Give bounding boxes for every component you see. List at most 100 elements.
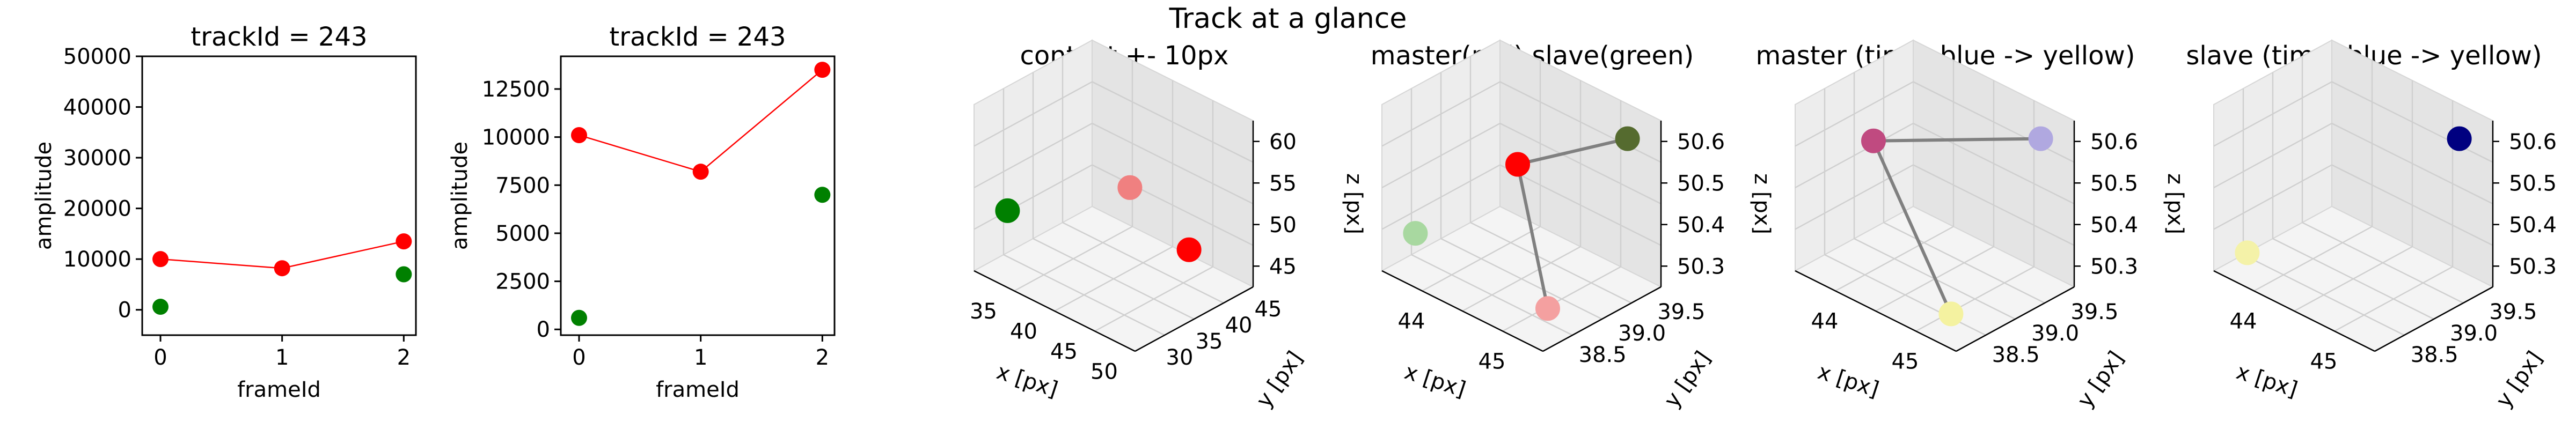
x-axis-label: frameId (656, 378, 740, 402)
y-tick-label: 39.5 (1657, 300, 1705, 324)
grid-line (1440, 238, 1602, 320)
z-tick-label: 55 (1269, 171, 1297, 196)
z-tick-label: 50.3 (1677, 254, 1725, 279)
y-tick-label: 39.5 (2489, 300, 2537, 324)
z-tick-label: 50.6 (1677, 130, 1725, 154)
x-tick-label: 44 (2230, 309, 2257, 334)
x-axis-label: x [px] (1401, 359, 1468, 402)
grid-line (1883, 221, 2045, 304)
y-axis-label: y [px] (1659, 347, 1716, 412)
x-tick-label: 1 (694, 345, 707, 370)
x-tick-label: 45 (1479, 350, 1506, 374)
x-axis-line (974, 270, 1136, 352)
grid-line (1381, 122, 1501, 189)
x-axis-label: x [px] (1814, 359, 1882, 402)
y-tick-label: 39.0 (2450, 321, 2498, 346)
panel-1: trackId = 243 0 1 2 0 10000 20000 30000 40000 500… (32, 22, 417, 402)
grid-line (974, 122, 1093, 189)
y-tick-label: 39.5 (2070, 300, 2118, 324)
y-tick-label: 50000 (63, 45, 131, 69)
y-tick-label: 30 (1166, 345, 1194, 370)
x-tick-label: 44 (1811, 309, 1839, 334)
z-tick-label: 50.6 (2090, 130, 2138, 154)
grid-line (1915, 266, 2035, 332)
panel-5: master (time: blue -> yellow)50.350.450.… (1756, 39, 2187, 412)
x-axis-line (1795, 270, 1957, 352)
data-point (274, 260, 290, 277)
x-tick-label: 45 (2310, 350, 2338, 374)
data-point (1505, 152, 1531, 177)
data-point (814, 62, 831, 78)
x-axis-line (1381, 270, 1543, 352)
trajectory-line (1516, 164, 1549, 309)
z-tick-label: 60 (1269, 130, 1297, 154)
z-tick-label: 50.5 (2509, 171, 2557, 196)
x-tick-label: 50 (1091, 359, 1118, 384)
data-point (152, 251, 169, 268)
plot-area (560, 55, 836, 336)
x-tick-label: 2 (816, 345, 829, 370)
z-tick-label: 50.6 (2509, 130, 2557, 154)
panel-2: trackId = 243 0 1 2 0 2500 5000 7500 10000 12500 f… (448, 22, 836, 402)
grid-line (1470, 221, 1632, 304)
x-tick-label: 0 (572, 345, 586, 370)
y-tick-label: 20000 (63, 197, 131, 221)
series-line (579, 69, 823, 173)
grid-line (974, 81, 1093, 147)
x-axis-label: x [px] (993, 359, 1060, 402)
grid-line (2213, 122, 2332, 189)
y-tick-label: 30000 (63, 146, 131, 171)
y-tick-label: 39.0 (2031, 321, 2079, 346)
y-axis-label: y [px] (2491, 347, 2548, 412)
y-tick-label: 38.5 (1992, 343, 2040, 367)
grid-line (2331, 122, 2493, 205)
plot-area (141, 55, 417, 336)
data-point (571, 127, 587, 144)
y-tick-label: 2500 (495, 270, 550, 294)
data-point (1535, 296, 1560, 321)
grid-line (2302, 221, 2464, 304)
y-tick-label: 45 (1255, 297, 1282, 322)
data-point (814, 187, 831, 203)
y-axis-label: amplitude (448, 142, 472, 250)
grid-line (1092, 122, 1254, 205)
z-tick-label: 50 (1269, 213, 1297, 238)
data-point (571, 309, 587, 326)
grid-line (1062, 221, 1224, 304)
grid-line (1913, 122, 2075, 205)
y-tick-label: 7500 (495, 173, 550, 198)
x-tick-label: 2 (397, 345, 411, 370)
z-tick-label: 50.4 (2090, 213, 2138, 238)
grid-line (2213, 81, 2332, 147)
z-tick-label: 50.5 (2090, 171, 2138, 196)
panel-4: master(red) slave(green)50.350.450.550.6… (1371, 39, 1774, 412)
y-tick-label: 38.5 (2411, 343, 2458, 367)
x-axis-line (2213, 270, 2375, 352)
grid-line (1381, 81, 1501, 147)
y-axis-line (2374, 286, 2493, 352)
z-tick-label: 50.3 (2090, 254, 2138, 279)
trajectory-line (1872, 140, 1953, 315)
data-point (152, 299, 169, 315)
y-tick-label: 40 (1225, 313, 1253, 338)
y-axis-line (1135, 286, 1254, 352)
y-tick-label: 5000 (495, 221, 550, 246)
y-axis-line (1956, 286, 2075, 352)
data-point (995, 198, 1020, 223)
grid-line (1499, 122, 1662, 205)
grid-line (1795, 122, 1914, 189)
data-point (1938, 301, 1964, 327)
data-point (396, 233, 412, 250)
x-axis-label: frameId (237, 378, 321, 402)
panel-title: trackId = 243 (191, 22, 367, 52)
data-point (692, 164, 709, 180)
z-axis-label: z [px] (1750, 173, 1774, 234)
z-tick-label: 50.3 (2509, 254, 2557, 279)
grid-line (1092, 81, 1254, 163)
z-tick-label: 50.5 (1677, 171, 1725, 196)
grid-line (1094, 266, 1213, 332)
grid-line (2334, 266, 2453, 332)
x-tick-label: 44 (1398, 309, 1425, 334)
z-axis-label: z [px] (2163, 173, 2187, 234)
